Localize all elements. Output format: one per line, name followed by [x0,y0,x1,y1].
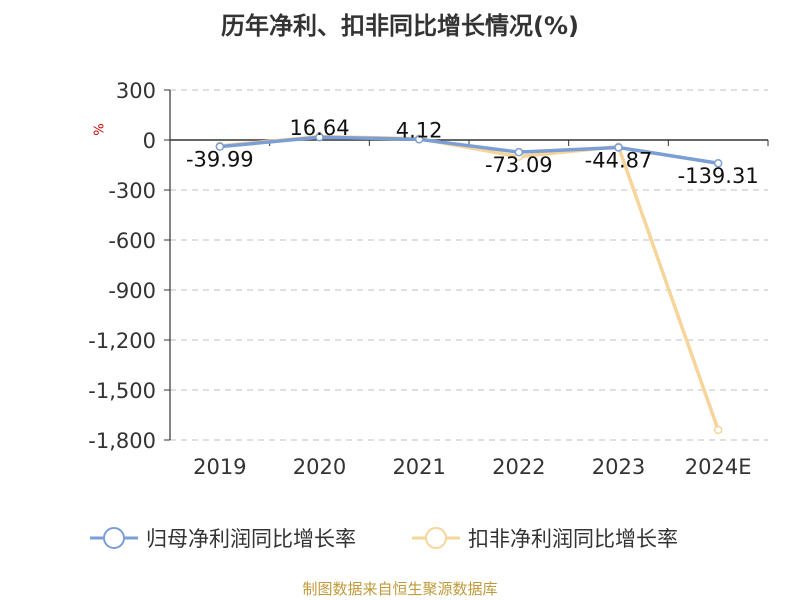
data-label: -39.99 [186,148,254,172]
y-tick-label: -1,800 [88,429,156,453]
legend-line-marker-icon [412,527,460,549]
legend-item-deducted-profit-growth[interactable]: 扣非净利润同比增长率 [412,520,678,556]
y-tick-label: -1,500 [88,379,156,403]
x-tick-label: 2022 [492,455,545,479]
y-tick-label: 0 [143,129,156,153]
x-tick-label: 2024E [685,455,752,479]
series-line-1 [218,134,720,432]
x-tick-label: 2020 [293,455,346,479]
data-label: -44.87 [585,148,653,172]
x-tick-label: 2019 [193,455,246,479]
y-tick-label: 300 [116,79,156,103]
data-point[interactable] [315,132,324,142]
line-chart: 300 0 -300 -600 -900 -1,200 -1,500 -1,800 2019 20… [88,79,769,479]
data-label: -139.31 [678,164,759,188]
y-tick-label: -900 [108,279,156,303]
y-tick-label: -1,200 [88,329,156,353]
data-label: 16.64 [289,116,349,140]
data-point[interactable] [215,142,225,151]
legend-label: 扣非净利润同比增长率 [468,527,678,551]
x-tick-label: 2023 [592,455,645,479]
legend-label: 归母净利润同比增长率 [146,527,356,551]
y-tick-label: -600 [108,229,156,253]
data-label: 4.12 [396,118,443,142]
legend: 归母净利润同比增长率 扣非净利润同比增长率 [0,520,800,556]
data-point[interactable] [614,143,623,152]
series-lines [215,132,723,435]
grid-lines [170,89,768,441]
data-labels: -39.99 16.64 4.12 -73.09 -44.87 -139.31 [186,116,759,188]
data-point[interactable] [713,425,723,435]
data-point[interactable] [713,158,723,168]
data-label: -73.09 [485,153,553,177]
series-line-0 [218,135,720,165]
data-point[interactable] [514,147,524,157]
legend-line-marker-icon [90,527,138,549]
chart-title: 历年净利、扣非同比增长情况(%) [221,12,579,40]
axes: 300 0 -300 -600 -900 -1,200 -1,500 -1,800 2019 20… [88,79,769,479]
x-tick-label: 2021 [392,455,445,479]
source-note: 制图数据来自恒生聚源数据库 [302,580,498,598]
legend-item-net-profit-growth[interactable]: 归母净利润同比增长率 [90,520,356,556]
y-tick-label: -300 [108,179,156,203]
data-point[interactable] [414,135,424,144]
